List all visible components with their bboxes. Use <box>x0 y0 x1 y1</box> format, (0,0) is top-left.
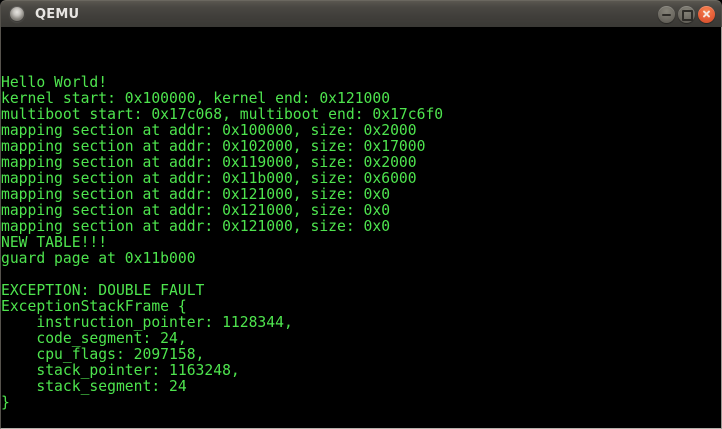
console-line: mapping section at addr: 0x121000, size:… <box>1 202 391 219</box>
console-line <box>1 267 721 283</box>
console-line: kernel start: 0x100000, kernel end: 0x12… <box>1 90 391 107</box>
console-line: mapping section at addr: 0x121000, size:… <box>1 186 391 203</box>
console-line: cpu_flags: 2097158, <box>1 346 205 363</box>
console-line: stack_segment: 24 <box>1 378 187 395</box>
console-line: NEW TABLE!!! <box>1 234 108 251</box>
console-line: mapping section at addr: 0x102000, size:… <box>1 138 426 155</box>
console-line: code_segment: 24, <box>1 330 187 347</box>
console-line: instruction_pointer: 1128344, <box>1 314 293 331</box>
console-line: mapping section at addr: 0x119000, size:… <box>1 154 417 171</box>
console-line: multiboot start: 0x17c068, multiboot end… <box>1 106 444 123</box>
console-line: } <box>1 394 10 411</box>
vm-display-area[interactable]: Hello World! kernel start: 0x100000, kern… <box>0 27 722 429</box>
window-titlebar[interactable]: QEMU <box>0 0 722 27</box>
console-line: Hello World! <box>1 74 108 91</box>
console-output: Hello World! kernel start: 0x100000, kern… <box>1 27 721 411</box>
console-line: mapping section at addr: 0x121000, size:… <box>1 218 391 235</box>
console-line: ExceptionStackFrame { <box>1 298 187 315</box>
console-blank-line <box>1 59 721 75</box>
qemu-logo-icon <box>9 6 25 22</box>
minimize-icon[interactable] <box>658 5 675 23</box>
console-blank-line <box>1 27 721 43</box>
console-line: mapping section at addr: 0x100000, size:… <box>1 122 417 139</box>
maximize-icon[interactable] <box>678 5 695 23</box>
console-blank-line <box>1 43 721 59</box>
console-line: mapping section at addr: 0x11b000, size:… <box>1 170 417 187</box>
close-icon[interactable] <box>698 5 715 23</box>
window-title: QEMU <box>35 6 80 22</box>
console-line: EXCEPTION: DOUBLE FAULT <box>1 282 205 299</box>
console-line: stack_pointer: 1163248, <box>1 362 240 379</box>
window-controls <box>658 5 715 23</box>
console-line: guard page at 0x11b000 <box>1 250 196 267</box>
